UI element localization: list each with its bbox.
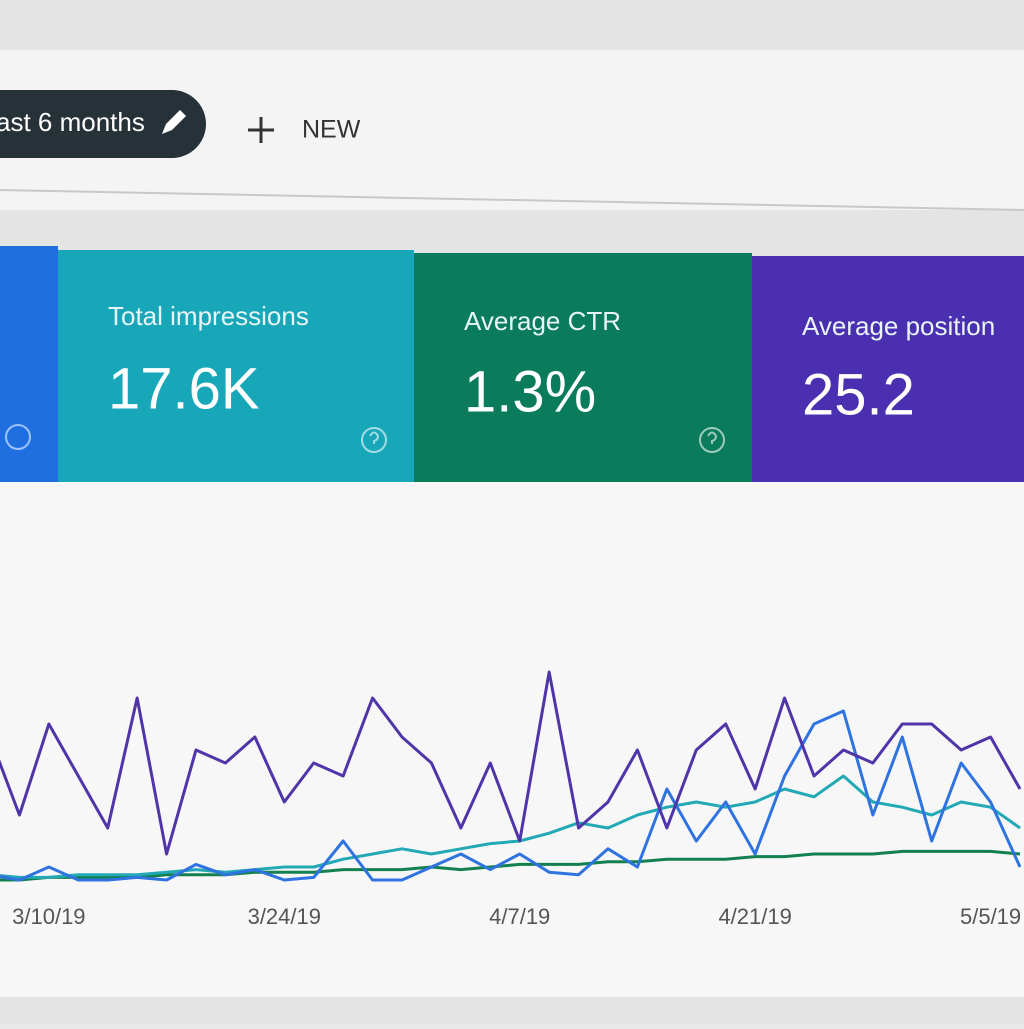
- metric-value: 1.3%: [464, 359, 596, 424]
- metric-card[interactable]: [58, 250, 414, 482]
- series-line: [0, 670, 1022, 856]
- metric-value: 25.2: [802, 362, 915, 427]
- metric-label: Average CTR: [464, 306, 621, 336]
- edit-icon: [162, 110, 186, 134]
- metric-card[interactable]: [752, 256, 1024, 482]
- help-icon: [361, 427, 387, 453]
- plus-icon[interactable]: [248, 117, 274, 143]
- chart-panel: [0, 482, 1024, 997]
- x-tick-label: 4/7/19: [489, 904, 550, 929]
- card-partial[interactable]: [0, 246, 58, 482]
- x-tick-label: 3/10/19: [12, 904, 85, 929]
- series-line: [0, 709, 1022, 882]
- help-icon: [699, 427, 725, 453]
- x-tick-label: 3/24/19: [248, 904, 321, 929]
- date-filter-text: ast 6 months: [0, 107, 145, 137]
- x-tick-label: 5/5/19: [960, 904, 1021, 929]
- date-filter-pill[interactable]: [0, 90, 206, 158]
- toolbar-divider: [0, 189, 1024, 211]
- new-button[interactable]: NEW: [302, 116, 361, 144]
- help-icon[interactable]: [5, 424, 31, 450]
- metric-value: 17.6K: [108, 356, 260, 421]
- help-glyph: [707, 431, 718, 444]
- help-glyph: [369, 431, 380, 444]
- series-line: [0, 774, 1021, 879]
- series-line: [0, 849, 1021, 882]
- metric-card[interactable]: [414, 253, 752, 482]
- x-tick-label: 4/21/19: [718, 904, 791, 929]
- metric-label: Average position: [802, 311, 995, 341]
- metric-label: Total impressions: [108, 301, 309, 331]
